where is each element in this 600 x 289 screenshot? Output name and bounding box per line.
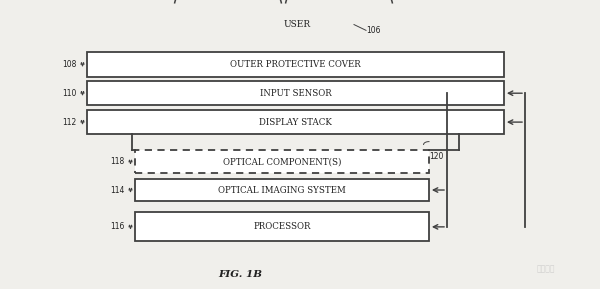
Text: 116: 116 bbox=[110, 222, 125, 231]
Text: OPTICAL COMPONENT(S): OPTICAL COMPONENT(S) bbox=[223, 157, 341, 166]
Text: USER: USER bbox=[283, 20, 311, 29]
Text: 114: 114 bbox=[110, 186, 125, 194]
Bar bbox=[135, 212, 429, 241]
Bar bbox=[87, 110, 504, 134]
Bar bbox=[135, 150, 429, 173]
Text: 118: 118 bbox=[110, 157, 125, 166]
Text: INPUT SENSOR: INPUT SENSOR bbox=[260, 89, 331, 98]
Text: PROCESSOR: PROCESSOR bbox=[253, 222, 311, 231]
Text: 空白羽客: 空白羽客 bbox=[537, 264, 555, 273]
Text: 110: 110 bbox=[62, 89, 77, 98]
Text: 106: 106 bbox=[366, 26, 380, 35]
Text: OUTER PROTECTIVE COVER: OUTER PROTECTIVE COVER bbox=[230, 60, 361, 69]
Bar bbox=[87, 81, 504, 105]
Text: 112: 112 bbox=[62, 118, 77, 127]
Text: DISPLAY STACK: DISPLAY STACK bbox=[259, 118, 332, 127]
Bar bbox=[135, 179, 429, 201]
Text: 108: 108 bbox=[62, 60, 77, 69]
Text: OPTICAL IMAGING SYSTEM: OPTICAL IMAGING SYSTEM bbox=[218, 186, 346, 194]
Text: FIG. 1B: FIG. 1B bbox=[218, 270, 262, 279]
Bar bbox=[87, 52, 504, 77]
Text: 120: 120 bbox=[429, 152, 443, 161]
